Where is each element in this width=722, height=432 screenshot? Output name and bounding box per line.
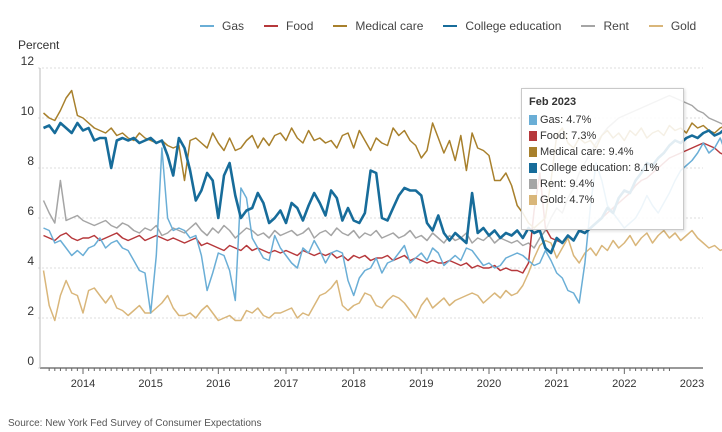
tooltip-row: College education: 8.1%: [529, 160, 683, 176]
y-tick-label: 2: [27, 304, 34, 318]
y-tick-label: 8: [27, 154, 34, 168]
tooltip-value: Rent: 9.4%: [540, 178, 595, 190]
legend-label: Gas: [222, 19, 245, 33]
legend: Gas Food Medical care College education Rent…: [200, 18, 716, 34]
legend-swatch: [264, 25, 279, 27]
y-tick-label: 4: [27, 254, 34, 268]
x-tick-label: 2017: [274, 378, 298, 390]
x-tick-label: 2022: [612, 378, 636, 390]
tooltip-row: Rent: 9.4%: [529, 176, 683, 192]
tooltip-value: Food: 7.3%: [540, 130, 597, 142]
legend-item-gas[interactable]: Gas: [200, 18, 244, 34]
tooltip-swatch: [529, 147, 537, 157]
legend-swatch: [200, 25, 214, 27]
y-tick-label: 10: [21, 104, 35, 118]
legend-item-college-education[interactable]: College education: [443, 18, 561, 34]
tooltip-row: Gold: 4.7%: [529, 192, 683, 208]
tooltip-row: Medical care: 9.4%: [529, 144, 683, 160]
legend-item-gold[interactable]: Gold: [648, 18, 697, 34]
y-axis-title: Percent: [18, 38, 60, 52]
tooltip-row: Gas: 4.7%: [529, 112, 683, 128]
x-tick-label: 2014: [71, 378, 95, 390]
x-tick-label: 2018: [341, 378, 365, 390]
tooltip-swatch: [529, 163, 537, 173]
tooltip-value: Gold: 4.7%: [540, 194, 595, 206]
x-tick-label: 2016: [206, 378, 230, 390]
source-note: Source: New York Fed Survey of Consumer …: [8, 418, 262, 429]
y-tick-label: 12: [21, 54, 35, 68]
legend-label: Medical care: [355, 19, 424, 33]
legend-swatch: [581, 25, 596, 27]
tooltip-swatch: [529, 195, 537, 205]
tooltip-swatch: [529, 115, 537, 125]
legend-item-medical-care[interactable]: Medical care: [333, 18, 423, 34]
legend-item-food[interactable]: Food: [264, 18, 313, 34]
legend-label: Rent: [603, 19, 629, 33]
tooltip-swatch: [529, 131, 537, 141]
legend-label: College education: [465, 19, 562, 33]
legend-swatch: [443, 25, 458, 27]
tooltip-row: Food: 7.3%: [529, 128, 683, 144]
legend-swatch: [648, 25, 663, 27]
tooltip-swatch: [529, 179, 537, 189]
x-tick-label: 2020: [477, 378, 501, 390]
legend-swatch: [333, 25, 348, 27]
tooltip: Feb 2023 Gas: 4.7% Food: 7.3% Medical care…: [521, 88, 684, 230]
legend-item-rent[interactable]: Rent: [581, 18, 629, 34]
x-tick-label: 2015: [138, 378, 162, 390]
tooltip-value: Medical care: 9.4%: [540, 146, 634, 158]
tooltip-title: Feb 2023: [529, 96, 577, 108]
x-tick-label: 2019: [409, 378, 433, 390]
x-tick-label: 2021: [544, 378, 568, 390]
x-tick-label: 2023: [680, 378, 704, 390]
series-line-gold: [42, 229, 722, 322]
tooltip-value: College education: 8.1%: [540, 162, 660, 174]
legend-label: Food: [286, 19, 314, 33]
tooltip-value: Gas: 4.7%: [540, 114, 592, 126]
y-tick-label: 6: [27, 204, 34, 218]
legend-label: Gold: [670, 19, 697, 33]
y-tick-label: 0: [27, 354, 34, 368]
